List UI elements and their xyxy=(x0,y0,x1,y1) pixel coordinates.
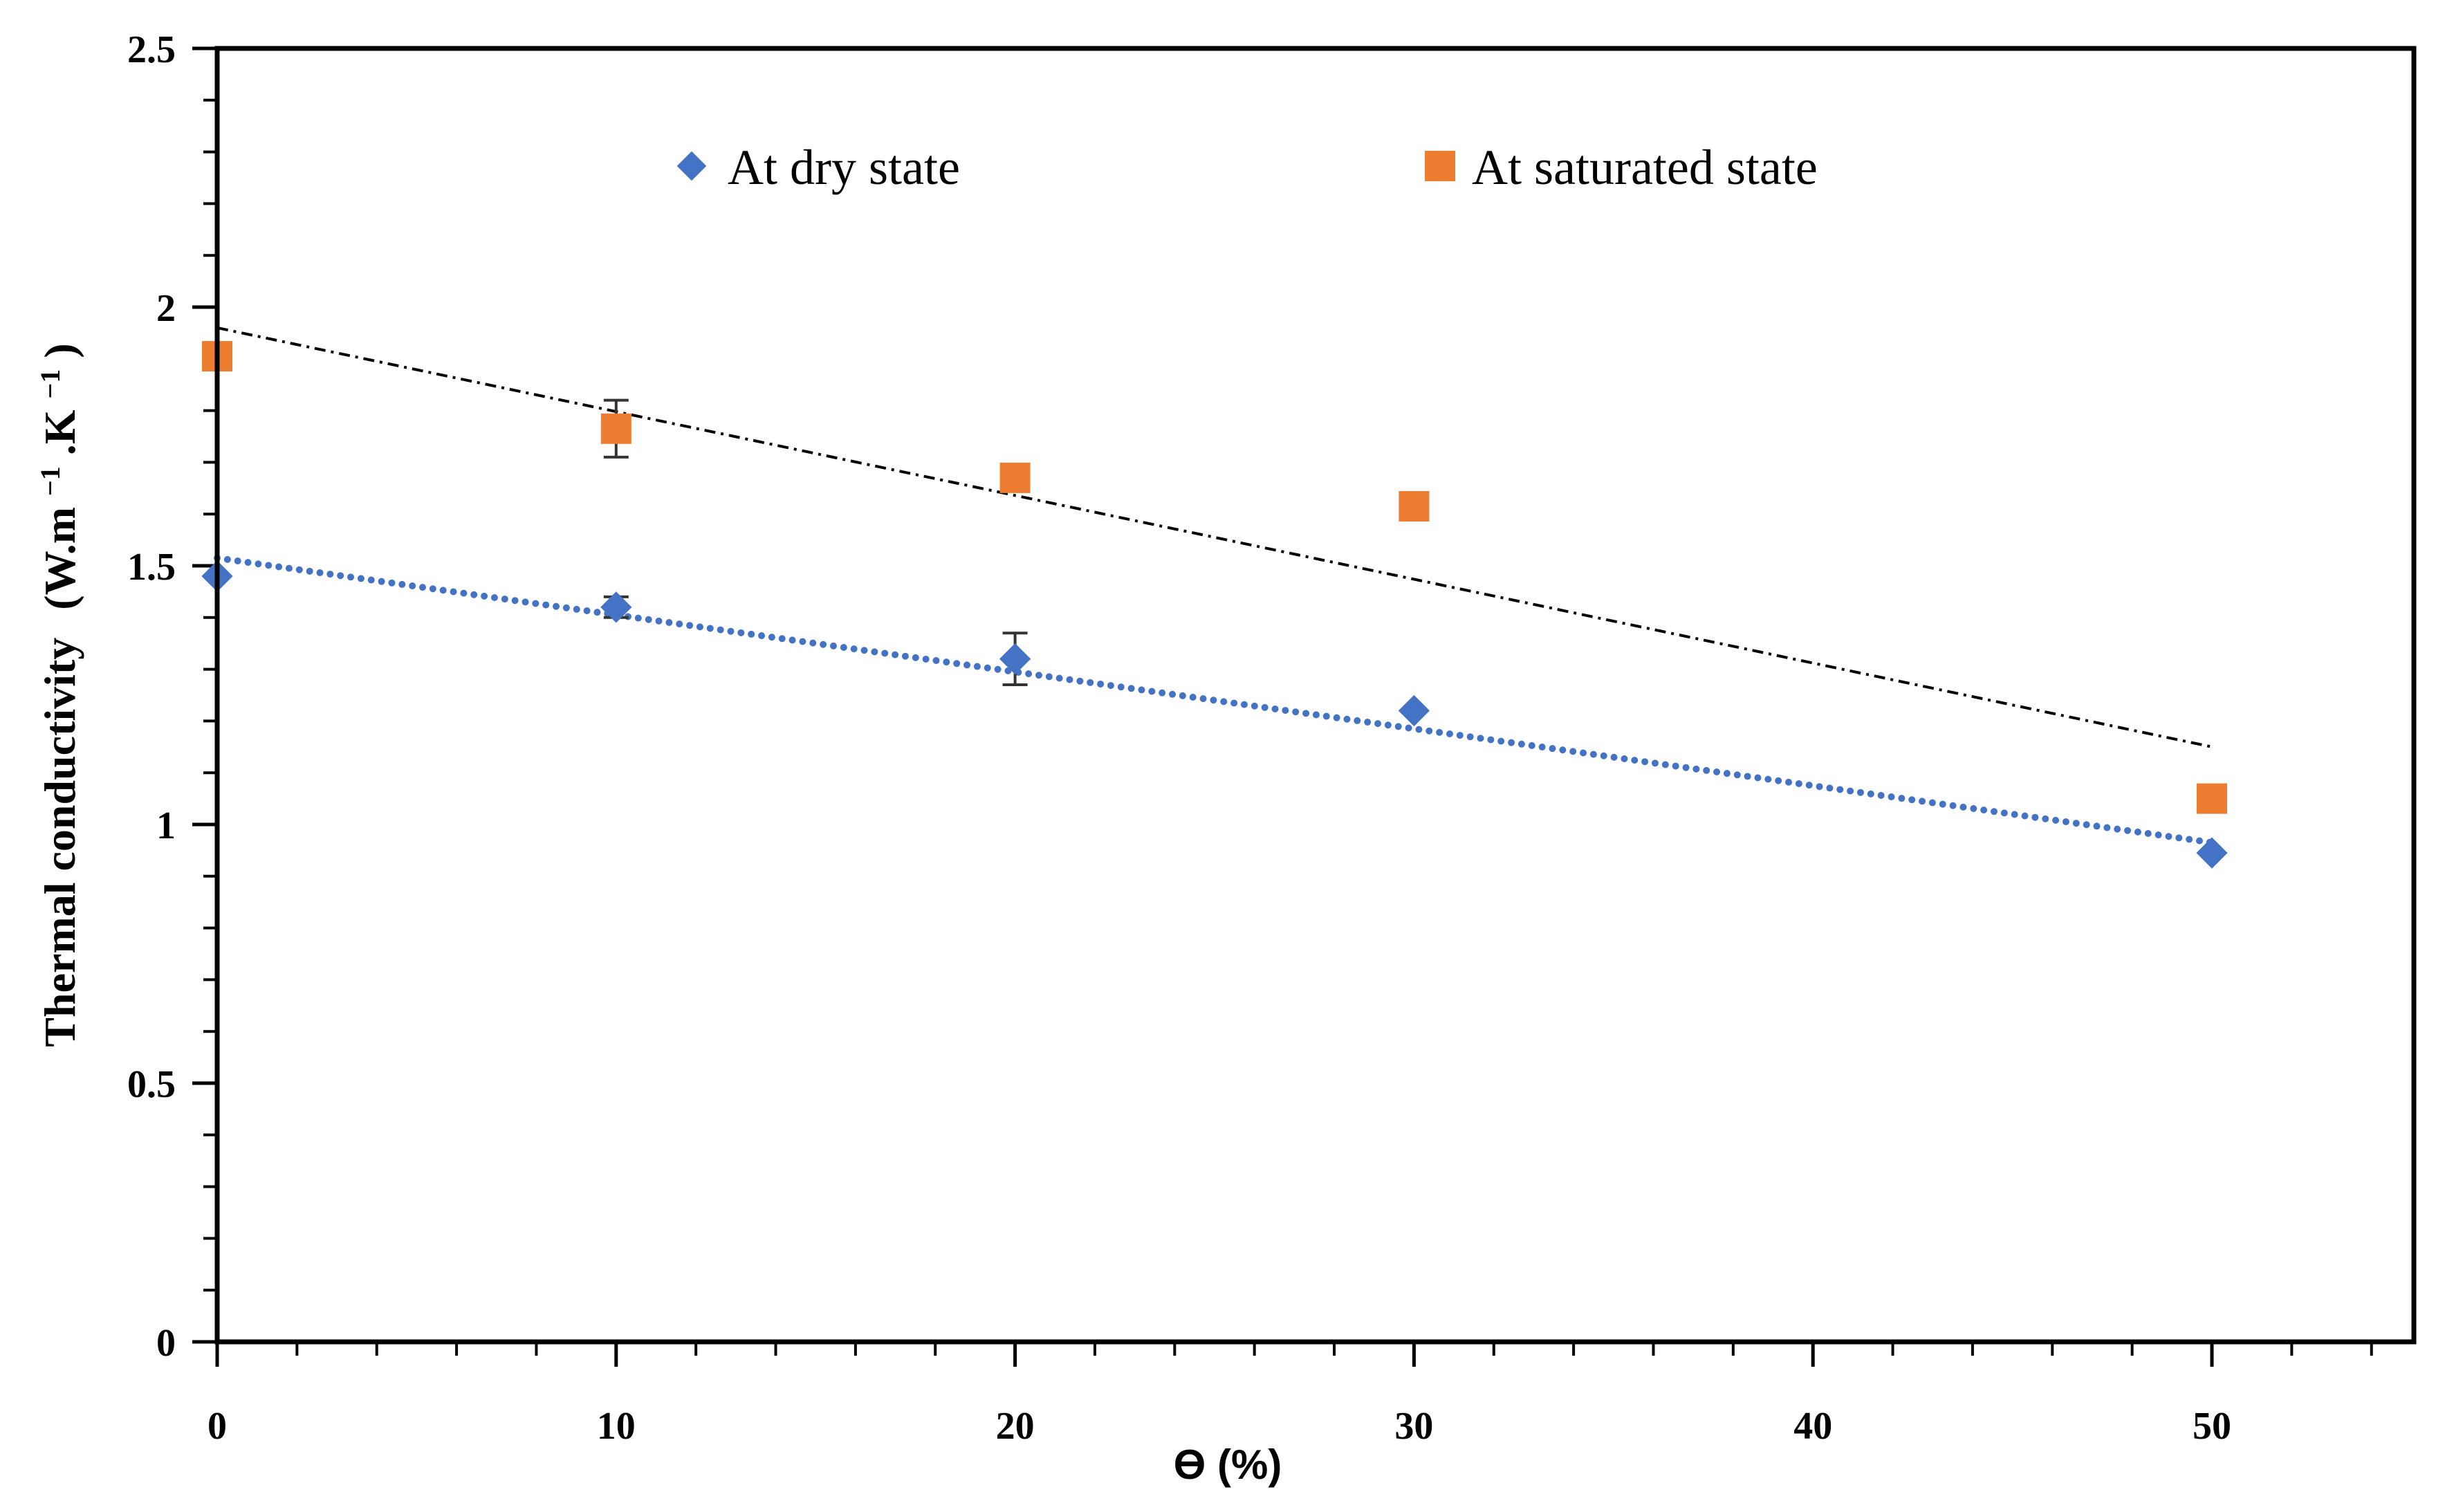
y-axis-title-exponent-1: −1 xyxy=(35,466,66,496)
trendline-saturated xyxy=(216,326,2213,748)
x-tick-label: 30 xyxy=(1394,1405,1433,1448)
data-point-saturated xyxy=(2197,783,2227,814)
plot-area-frame xyxy=(214,46,2417,1345)
legend-diamond-marker xyxy=(676,151,707,181)
y-tick-label: 2 xyxy=(156,287,176,330)
y-tick-label: 0 xyxy=(156,1322,176,1365)
y-axis-title-main: Thermal conductivity xyxy=(35,638,84,1047)
minor-ticks xyxy=(203,47,2373,1356)
y-axis-title-close: ) xyxy=(35,343,84,358)
legend-entry-saturated: At saturated state xyxy=(1425,140,1818,195)
data-point-dry xyxy=(2196,837,2228,869)
legend: At dry state At saturated state xyxy=(676,140,1818,195)
y-axis-title-unit-k: .K xyxy=(35,409,84,455)
x-tick-label: 20 xyxy=(996,1405,1035,1448)
legend-entry-dry: At dry state xyxy=(676,140,960,195)
y-tick-label: 1.5 xyxy=(127,546,176,589)
trendline-dry xyxy=(214,554,2215,847)
x-axis-title: ϴ (%) xyxy=(1174,1441,1282,1488)
data-point-dry xyxy=(1398,694,1430,727)
x-tick-label: 10 xyxy=(597,1405,636,1448)
data-point-dry xyxy=(600,591,632,623)
y-tick-label: 0.5 xyxy=(127,1063,176,1106)
legend-square-marker xyxy=(1425,151,1455,181)
trendlines xyxy=(214,326,2215,847)
data-markers xyxy=(201,341,2228,869)
data-point-dry xyxy=(999,643,1031,675)
y-tick-label: 2.5 xyxy=(127,28,176,71)
y-axis-title-exponent-2: −1 xyxy=(35,369,66,399)
tick-labels: 0 10 20 30 40 50 0 0.5 1 1.5 2 2.5 xyxy=(127,28,2231,1448)
x-tick-label: 50 xyxy=(2193,1405,2231,1448)
data-point-saturated xyxy=(1399,490,1430,522)
major-ticks xyxy=(192,46,2214,1367)
legend-label-dry: At dry state xyxy=(728,140,960,195)
data-point-saturated xyxy=(600,413,631,444)
data-point-saturated xyxy=(999,462,1031,493)
legend-label-saturated: At saturated state xyxy=(1472,140,1818,195)
x-tick-label: 40 xyxy=(1793,1405,1832,1448)
y-axis-title: Thermal conductivity (W.m −1 .K −1 ) xyxy=(35,343,85,1047)
y-axis-title-unit: (W.m xyxy=(35,507,84,610)
x-tick-label: 0 xyxy=(207,1405,227,1448)
y-tick-label: 1 xyxy=(156,804,176,847)
